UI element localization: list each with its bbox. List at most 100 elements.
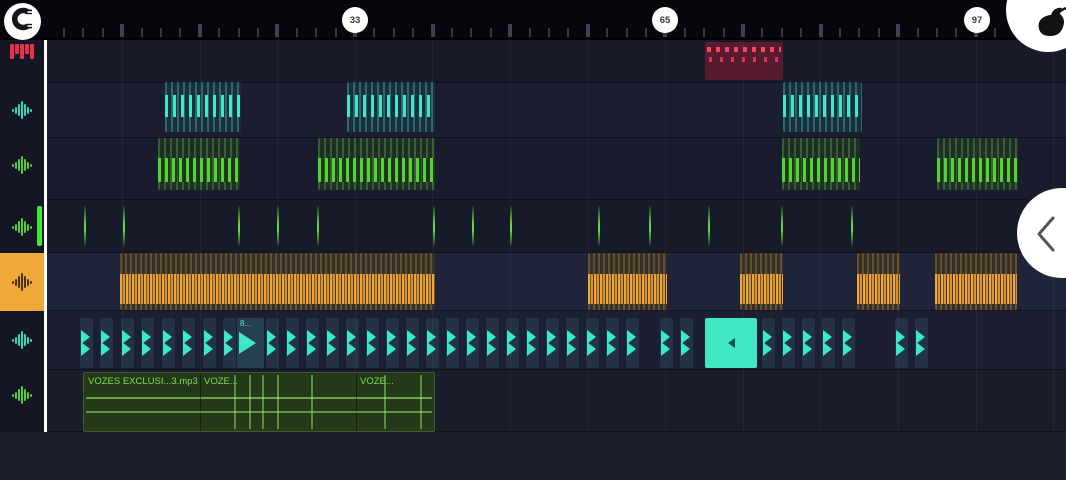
chop-pattern-clip[interactable] <box>366 318 379 368</box>
ruler-tick <box>140 28 143 37</box>
waveform-icon <box>12 271 32 293</box>
audio-clip-orange[interactable] <box>740 253 783 310</box>
chop-pattern-clip[interactable] <box>121 318 134 368</box>
audio-hit-tick[interactable] <box>472 206 474 246</box>
waveform-icon <box>12 99 32 121</box>
chop-pattern-clip[interactable] <box>100 318 113 368</box>
ruler-tick <box>159 28 162 37</box>
audio-hit-tick[interactable] <box>317 206 319 246</box>
track-header-6[interactable] <box>0 326 44 354</box>
vocal-audio-clip[interactable]: VOZES EXCLUSI...3.mp3 VOZE... VOZE... <box>83 372 435 432</box>
chop-pattern-clip[interactable] <box>306 318 319 368</box>
chop-pattern-clip[interactable] <box>680 318 693 368</box>
bar-number-marker[interactable]: 33 <box>342 7 368 33</box>
audio-clip-green[interactable] <box>937 138 1018 190</box>
track-header-1[interactable] <box>0 38 44 66</box>
track-header-4[interactable] <box>0 213 44 241</box>
piano-roll-icon <box>10 44 34 60</box>
audio-hit-tick[interactable] <box>84 206 86 246</box>
chop-pattern-clip[interactable] <box>446 318 459 368</box>
timeline-ruler-bar[interactable]: 33 65 97 <box>0 0 1066 52</box>
grid-line <box>432 40 433 432</box>
ruler-tick <box>528 28 531 37</box>
ruler-tick <box>218 28 221 37</box>
chop-pattern-clip[interactable] <box>466 318 479 368</box>
fl-studio-logo-button[interactable] <box>1006 0 1066 52</box>
chop-pattern-clip[interactable] <box>266 318 279 368</box>
chop-pattern-clip[interactable] <box>203 318 216 368</box>
chop-pattern-clip[interactable] <box>162 318 175 368</box>
grid-line <box>200 40 201 432</box>
midi-pattern-clip[interactable] <box>705 42 783 80</box>
chop-pattern-clip[interactable] <box>526 318 539 368</box>
audio-clip-orange[interactable] <box>857 253 900 310</box>
ruler-tick <box>197 24 202 37</box>
chop-pattern-clip[interactable] <box>182 318 195 368</box>
audio-clip-green[interactable] <box>318 138 435 190</box>
ruler-tick <box>295 28 298 37</box>
audio-hit-tick[interactable] <box>510 206 512 246</box>
chop-pattern-clip[interactable] <box>762 318 775 368</box>
waveform-icon <box>12 154 32 176</box>
audio-clip-teal[interactable] <box>165 82 241 132</box>
chop-pattern-clip[interactable] <box>486 318 499 368</box>
ruler-tick <box>567 28 570 37</box>
track-header-7[interactable] <box>0 381 44 409</box>
track-header-5[interactable] <box>0 253 44 311</box>
ruler-tick <box>761 28 764 37</box>
chop-pattern-clip[interactable] <box>566 318 579 368</box>
chop-pattern-clip[interactable] <box>895 318 908 368</box>
chop-pattern-clip[interactable] <box>346 318 359 368</box>
audio-hit-tick[interactable] <box>708 206 710 246</box>
chop-pattern-clip[interactable] <box>80 318 93 368</box>
track-header-2[interactable] <box>0 96 44 124</box>
chop-pattern-clip[interactable] <box>426 318 439 368</box>
audio-clip-orange[interactable] <box>935 253 1017 310</box>
chop-pattern-clip-labeled[interactable]: 8... <box>237 318 264 368</box>
audio-clip-teal[interactable] <box>347 82 435 132</box>
chop-pattern-clip[interactable] <box>286 318 299 368</box>
audio-clip-teal[interactable] <box>783 82 862 132</box>
chop-pattern-clip[interactable] <box>586 318 599 368</box>
chop-pattern-clip[interactable] <box>915 318 928 368</box>
snap-button[interactable] <box>4 3 41 40</box>
chop-pattern-clip[interactable] <box>842 318 855 368</box>
chop-pattern-clip[interactable] <box>326 318 339 368</box>
chop-pattern-clip[interactable] <box>802 318 815 368</box>
audio-hit-tick[interactable] <box>781 206 783 246</box>
playhead-line[interactable] <box>44 40 47 432</box>
audio-clip-green[interactable] <box>158 138 240 190</box>
chop-pattern-clip[interactable] <box>223 318 236 368</box>
chop-pattern-clip[interactable] <box>406 318 419 368</box>
track-lane <box>48 200 1066 253</box>
audio-hit-tick[interactable] <box>238 206 240 246</box>
chop-pattern-clip[interactable] <box>822 318 835 368</box>
chop-pattern-clip[interactable] <box>141 318 154 368</box>
playlist-arrangement-area[interactable]: 8... VOZES EXCLUSI...3.mp3 VOZE... VOZE... <box>48 40 1066 432</box>
ruler-tick <box>877 28 880 37</box>
audio-hit-tick[interactable] <box>123 206 125 246</box>
grid-line <box>588 40 589 432</box>
ruler-tick <box>508 24 513 37</box>
audio-hit-tick[interactable] <box>649 206 651 246</box>
ruler-tick <box>82 28 85 37</box>
chop-pattern-clip[interactable] <box>606 318 619 368</box>
audio-clip-green[interactable] <box>782 138 860 190</box>
ruler-tick <box>412 28 415 37</box>
audio-hit-tick[interactable] <box>598 206 600 246</box>
chop-pattern-clip[interactable] <box>506 318 519 368</box>
track-header-3[interactable] <box>0 151 44 179</box>
chop-clip-selected[interactable] <box>705 318 757 368</box>
chop-pattern-clip[interactable] <box>660 318 673 368</box>
audio-hit-tick[interactable] <box>433 206 435 246</box>
audio-hit-tick[interactable] <box>851 206 853 246</box>
chop-pattern-clip[interactable] <box>386 318 399 368</box>
audio-hit-tick[interactable] <box>277 206 279 246</box>
audio-clip-orange[interactable] <box>120 253 435 310</box>
audio-clip-orange[interactable] <box>588 253 667 310</box>
chop-pattern-clip[interactable] <box>782 318 795 368</box>
bar-number-marker[interactable]: 65 <box>652 7 678 33</box>
chop-pattern-clip[interactable] <box>626 318 639 368</box>
bar-number-marker[interactable]: 97 <box>964 7 990 33</box>
chop-pattern-clip[interactable] <box>546 318 559 368</box>
